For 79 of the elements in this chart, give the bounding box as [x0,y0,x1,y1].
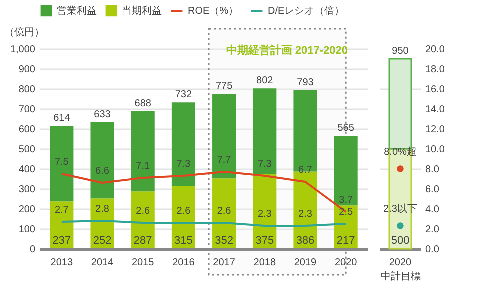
y-tick-label: 100 [18,224,36,236]
total-label: 775 [216,81,234,92]
legend-label: 営業利益 [57,4,97,17]
data-label: 237 [52,235,72,247]
total-label: 802 [256,76,274,87]
data-label: 7.3 [176,159,192,170]
data-label: 352 [215,235,234,247]
y-tick-label: 500 [18,144,36,156]
total-label: 732 [175,90,192,101]
y-tick-label: 800 [18,84,36,96]
y2-tick-label: 6.0 [426,184,440,196]
total-label: 793 [297,77,314,88]
data-label: 2.5 [339,207,354,218]
legend-label: ROE（%） [188,6,239,17]
data-label: 2.6 [176,206,192,217]
y-tick-label: 1,000 [10,44,36,56]
y2-tick-label: 20.0 [426,44,446,56]
x-tick-label: 2020 [334,258,358,268]
y2-tick-label: 12.0 [426,124,446,136]
total-label: 950 [392,46,410,57]
total-label: 565 [338,123,355,134]
data-label: 2.7 [54,205,70,216]
band-label: 中期経営計画 2017-2020 [226,44,348,57]
bar [90,122,114,199]
y-tick-label: 600 [18,124,36,136]
y2-tick-label: 14.0 [426,104,446,116]
legend-label: 当期利益 [122,4,162,17]
x-tick-label: 2019 [294,258,318,268]
y2-tick-label: 8.0 [426,164,440,176]
y-axis-title: （億円） [4,26,44,38]
data-label: 375 [256,235,274,247]
data-label: 500 [391,235,410,247]
data-label: 6.6 [96,166,110,177]
x-tick-label: 2016 [172,258,196,268]
y-tick-label: 0 [30,244,36,256]
x-axis-title: 中計目標 [381,270,421,282]
x-tick-label: 2017 [213,258,236,268]
legend-label: D/Eレシオ（倍） [268,5,345,17]
x-tick-label: 2015 [132,258,155,268]
data-label: 2.3 [258,209,272,220]
y-tick-label: 300 [18,184,36,196]
y-tick-label: 700 [18,104,36,116]
y-tick-label: 400 [18,164,36,176]
bar [50,126,74,202]
bar [294,90,318,172]
bar [172,102,196,186]
y2-tick-label: 0.0 [426,244,440,256]
data-label: 2.6 [217,206,232,217]
data-label: 217 [336,235,356,247]
data-label: 252 [93,235,112,247]
data-label: 315 [174,235,193,247]
total-label: 614 [54,113,71,124]
total-label: 633 [94,109,112,120]
data-label: 2.6 [136,206,150,217]
data-label: 7.7 [217,155,232,166]
x-tick-label: 2014 [91,258,114,268]
x-tick-label: 2018 [254,258,276,268]
y2-tick-label: 16.0 [426,84,446,96]
data-label: 386 [296,235,315,247]
x-tick-label: 2020 [389,258,412,268]
y2-tick-label: 2.0 [426,224,440,236]
bar [334,136,358,206]
bar [131,111,155,192]
y2-tick-label: 18.0 [426,64,446,76]
y-tick-label: 200 [18,204,36,216]
bar [212,94,236,179]
data-label: 7.1 [136,161,150,172]
data-label: 3.7 [339,195,354,206]
y-tick-label: 900 [18,64,36,76]
data-label: 7.3 [258,159,272,170]
data-label: 7.5 [54,157,70,168]
data-label: 287 [134,235,152,247]
data-label: 2.3 [298,209,313,220]
bar [253,88,277,174]
total-label: 688 [134,98,152,110]
y2-tick-label: 4.0 [426,204,440,216]
x-tick-label: 2013 [50,258,74,268]
y2-tick-label: 10.0 [426,144,446,156]
data-label: 2.8 [96,204,110,215]
